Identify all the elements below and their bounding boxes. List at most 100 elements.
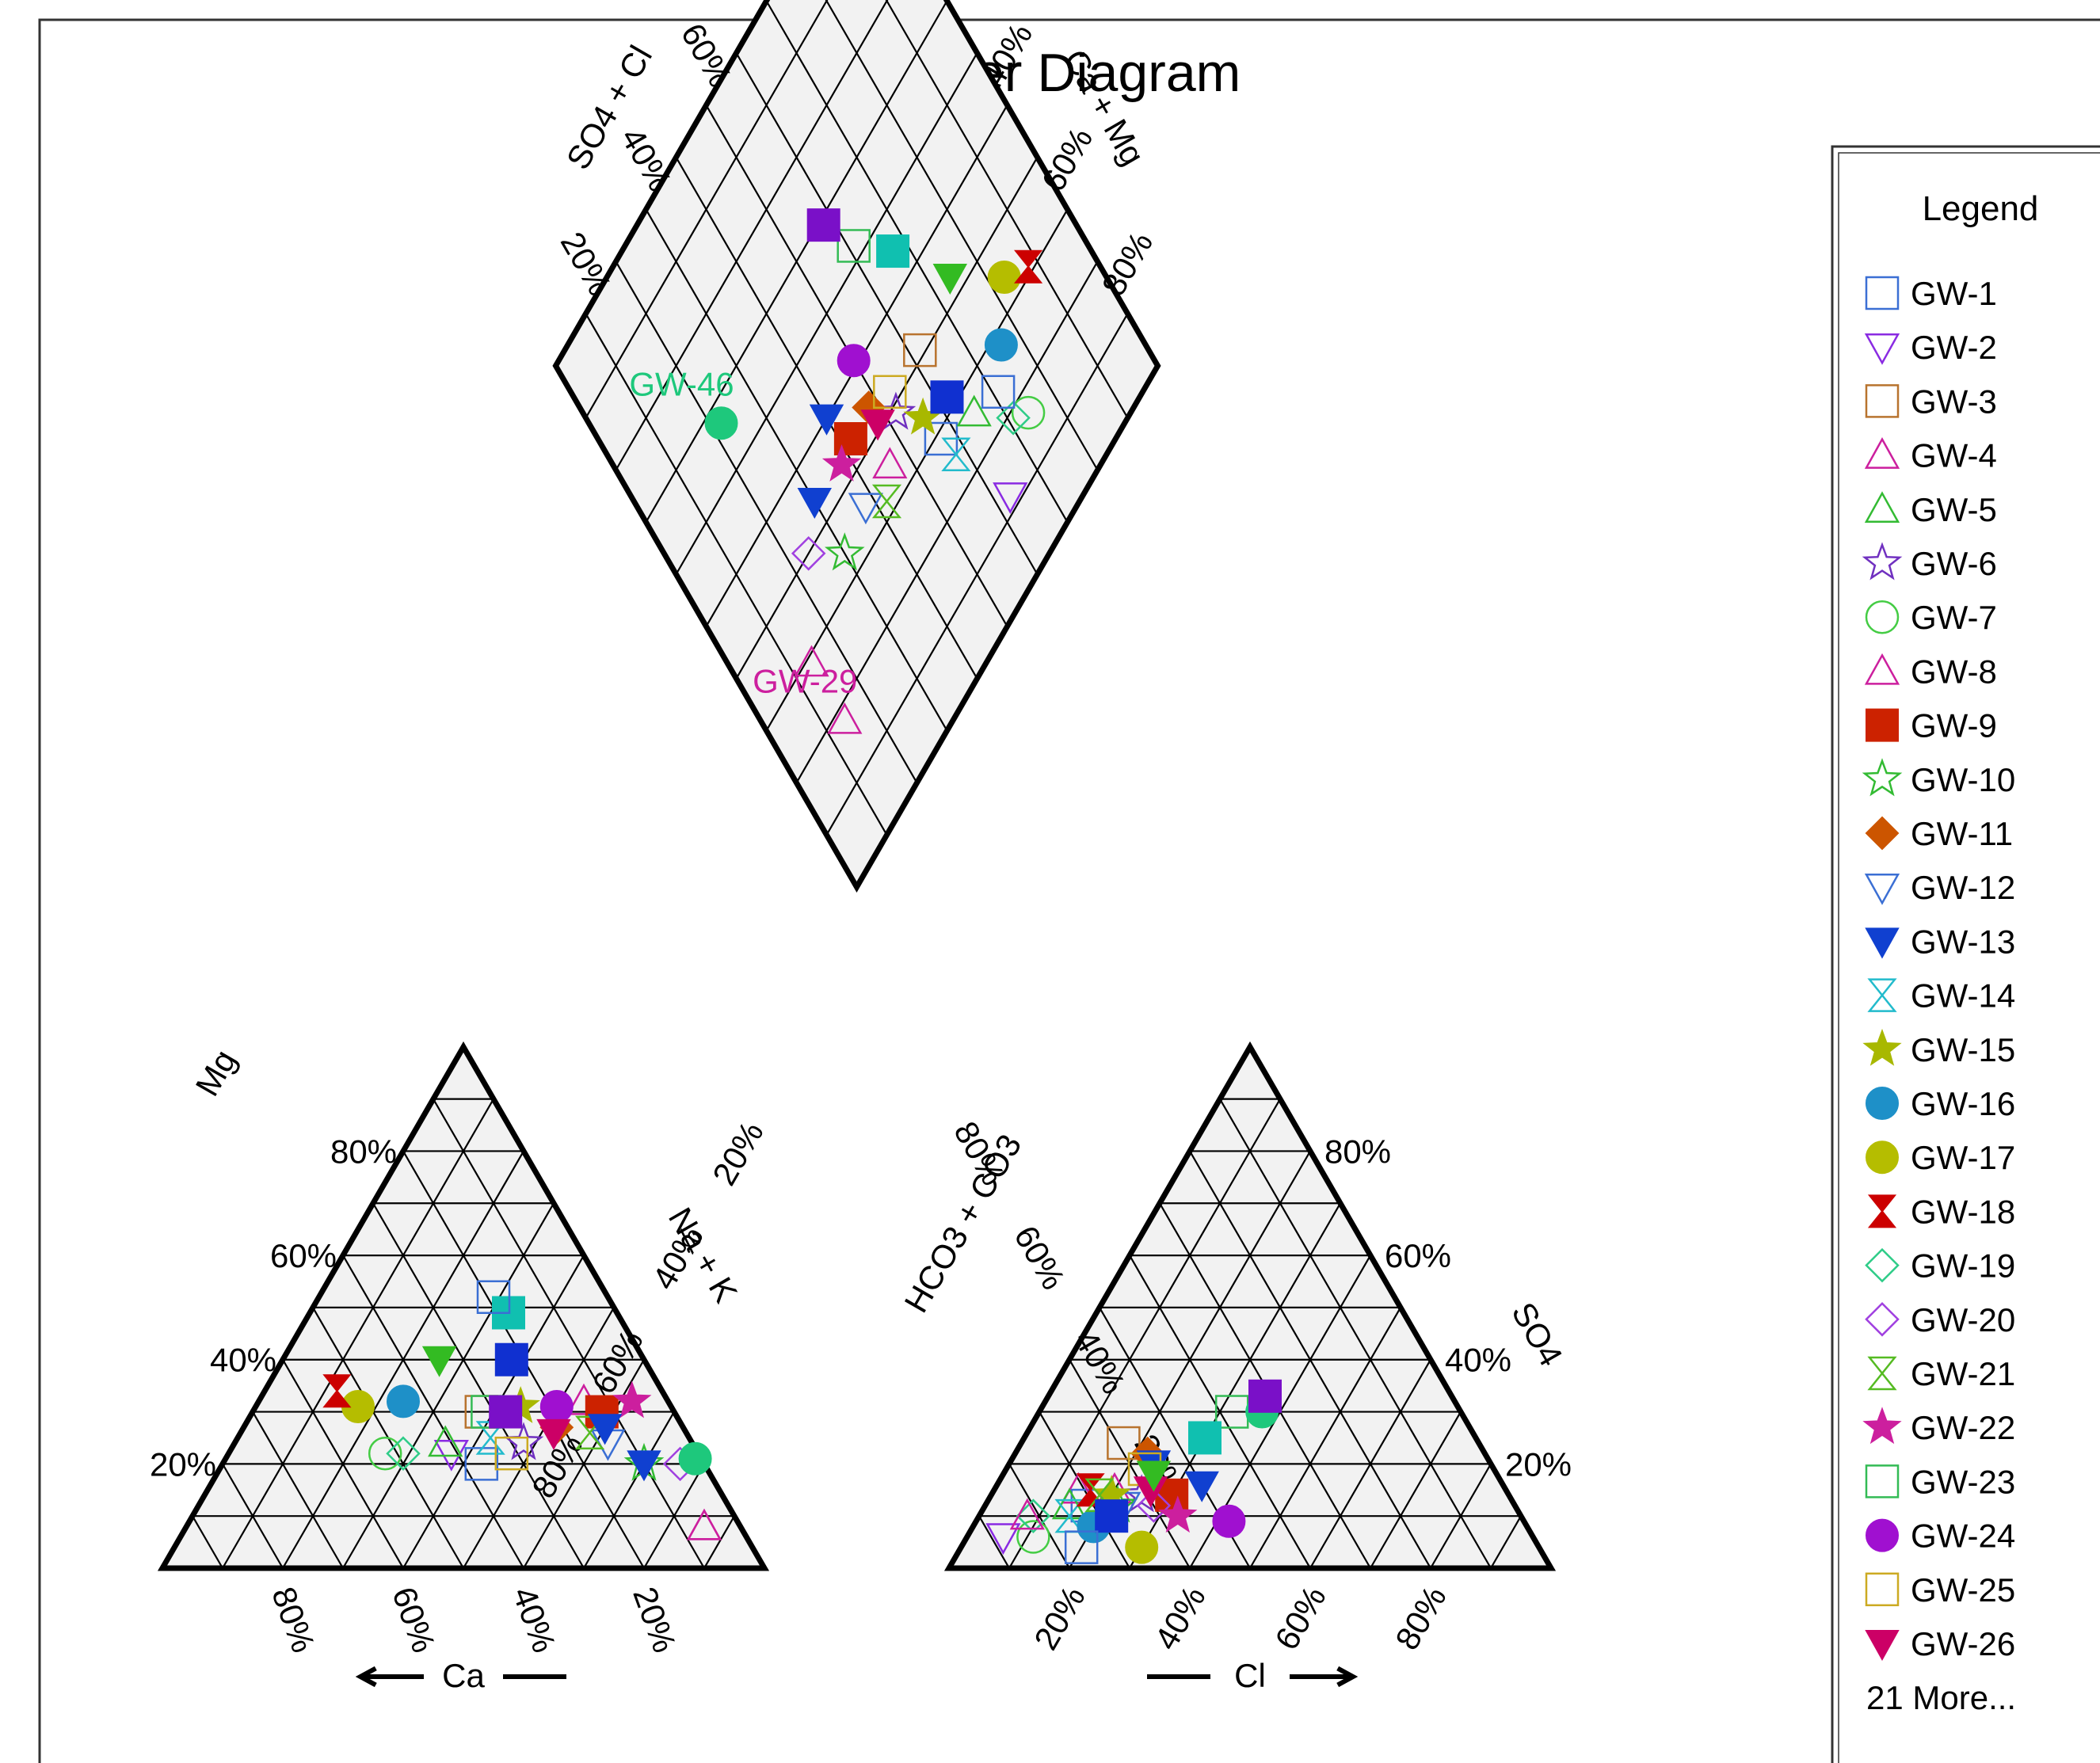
annotation-gw-46: GW-46 (629, 365, 734, 402)
point-gw-9-diamond (833, 422, 867, 456)
point-gw-14-anion (1054, 1498, 1084, 1533)
diamond-grid-a (645, 0, 948, 523)
legend-marker-gw-20 (1865, 1302, 1900, 1337)
legend-marker-gw-15 (1862, 1028, 1902, 1066)
legend-item-gw-22: GW-22 (1911, 1409, 2015, 1446)
point-gw-24-diamond (837, 344, 871, 378)
point-gw-25-diamond (873, 375, 907, 409)
point-unlabeled-28-cation (489, 1395, 523, 1429)
legend-marker-gw-24 (1866, 1518, 1899, 1552)
point-unlabeled-33-diamond (809, 404, 844, 436)
point-gw-10-diamond (824, 532, 865, 571)
legend-marker-gw-6 (1862, 542, 1903, 581)
legend-item-gw-25: GW-25 (1911, 1571, 2015, 1609)
point-unlabeled-29-diamond (876, 234, 910, 268)
point-gw-13-cation (627, 1450, 661, 1482)
point-gw-26-cation (536, 1418, 571, 1450)
legend-marker-gw-9 (1866, 708, 1899, 742)
point-gw-2-diamond (993, 482, 1028, 514)
legend-marker-gw-19 (1865, 1247, 1900, 1283)
point-gw-7-anion (1016, 1520, 1050, 1554)
point-gw-29-anion (1009, 1498, 1045, 1530)
point-gw-24-cation (539, 1389, 574, 1423)
legend-marker-gw-1 (1865, 276, 1900, 310)
legend-item-gw-21: GW-21 (1911, 1355, 2015, 1392)
legend-marker-gw-17 (1866, 1140, 1899, 1175)
cation-grid-l (282, 1359, 404, 1569)
legend-item-gw-14: GW-14 (1911, 977, 2015, 1015)
cation-grid-l (222, 1463, 284, 1569)
legend-item-gw-10: GW-10 (1911, 761, 2015, 798)
cation-triangle-outline (157, 1041, 770, 1571)
point-gw-46-cation (678, 1441, 712, 1476)
legend-item-gw-2: GW-2 (1911, 329, 1997, 366)
cation-mg-tick: 80% (330, 1133, 397, 1170)
point-gw-16-diamond (984, 328, 1018, 362)
axis-label-cl: Cl (1234, 1657, 1266, 1694)
axis-label-ca: Ca (442, 1657, 485, 1694)
legend-item-gw-4: GW-4 (1911, 437, 1997, 474)
anion-grid-l (978, 1515, 1010, 1569)
diamond-grid-a (585, 0, 829, 419)
legend-item-gw-16: GW-16 (1911, 1085, 2015, 1122)
point-gw-22-diamond (821, 444, 862, 482)
anion-grid-r (1370, 1411, 1462, 1569)
legend-marker-gw-8 (1864, 653, 1900, 685)
legend-marker-gw-26 (1865, 1630, 1900, 1662)
anion-so4-tick: 20% (1505, 1445, 1572, 1483)
anion-grid-r (1490, 1515, 1522, 1569)
point-gw-5-diamond (956, 394, 992, 427)
cation-mg-tick: 20% (150, 1445, 216, 1483)
axis-arrow-cl-head (1336, 1666, 1359, 1688)
point-unlabeled-31-cation (476, 1280, 511, 1314)
anion-grid-l (1008, 1463, 1070, 1569)
cation-grid-r (703, 1515, 735, 1569)
legend-inner-box (1838, 152, 2100, 1763)
point-gw-2-anion (985, 1523, 1021, 1555)
point-unlabeled-28-diamond (806, 208, 840, 242)
legend-item-gw-3: GW-3 (1911, 383, 1997, 420)
point-unlabeled-30-diamond (930, 380, 964, 414)
data-points: GW-46 GW-29 (322, 208, 1282, 1564)
legend-marker-gw-18 (1867, 1194, 1897, 1228)
legend-item-gw-1: GW-1 (1911, 275, 1997, 312)
anion-triangle-outline (943, 1041, 1557, 1571)
point-unlabeled-32-anion (1136, 1460, 1172, 1492)
legend-item-gw-18: GW-18 (1911, 1193, 2015, 1230)
point-gw-23-diamond (837, 229, 871, 263)
legend-more: 21 More... (1866, 1679, 2016, 1716)
point-gw-7-cation (368, 1436, 402, 1471)
point-unlabeled-33-cation (587, 1414, 623, 1445)
legend-marker-gw-22 (1862, 1407, 1902, 1445)
legend-item-gw-8: GW-8 (1911, 653, 1997, 690)
cation-grid-l (192, 1515, 223, 1569)
point-gw-20-anion (1136, 1488, 1172, 1523)
legend-marker-gw-5 (1864, 491, 1900, 524)
cation-grid-l (433, 1099, 705, 1569)
diamond-grid-b (765, 0, 1069, 523)
point-unlabeled-33-anion (1184, 1471, 1219, 1502)
cation-mg-tick: 40% (210, 1342, 276, 1379)
legend-title: Legend (1923, 189, 2039, 228)
legend-marker-gw-2 (1864, 333, 1900, 365)
anion-grid-r (1249, 1307, 1401, 1569)
legend-item-gw-7: GW-7 (1911, 599, 1997, 636)
point-gw-18-cation (322, 1374, 352, 1408)
legend-marker-gw-13 (1865, 927, 1900, 959)
point-gw-7-diamond (1011, 395, 1046, 430)
cation-grid-r (222, 1099, 494, 1569)
anion-so4-tick: 40% (1445, 1342, 1511, 1379)
cation-mg-tick: 60% (270, 1237, 337, 1274)
point-gw-14-diamond (941, 437, 971, 471)
point-unlabeled-31-diamond (981, 375, 1016, 409)
point-unlabeled-30-anion (1095, 1499, 1129, 1533)
legend-marker-gw-4 (1864, 437, 1900, 469)
legend: Legend GW-1 GW-2 GW-3 GW-4 GW-5 GW-6 GW-7 GW-8 GW… (1831, 145, 2100, 1763)
point-unlabeled-28-anion (1248, 1379, 1282, 1413)
point-gw-17-anion (1125, 1530, 1159, 1564)
point-gw-5-cation (428, 1425, 463, 1457)
point-gw-5-anion (1051, 1487, 1088, 1520)
diamond-grid-b (735, 52, 1039, 575)
legend-item-gw-20: GW-20 (1911, 1301, 2015, 1338)
